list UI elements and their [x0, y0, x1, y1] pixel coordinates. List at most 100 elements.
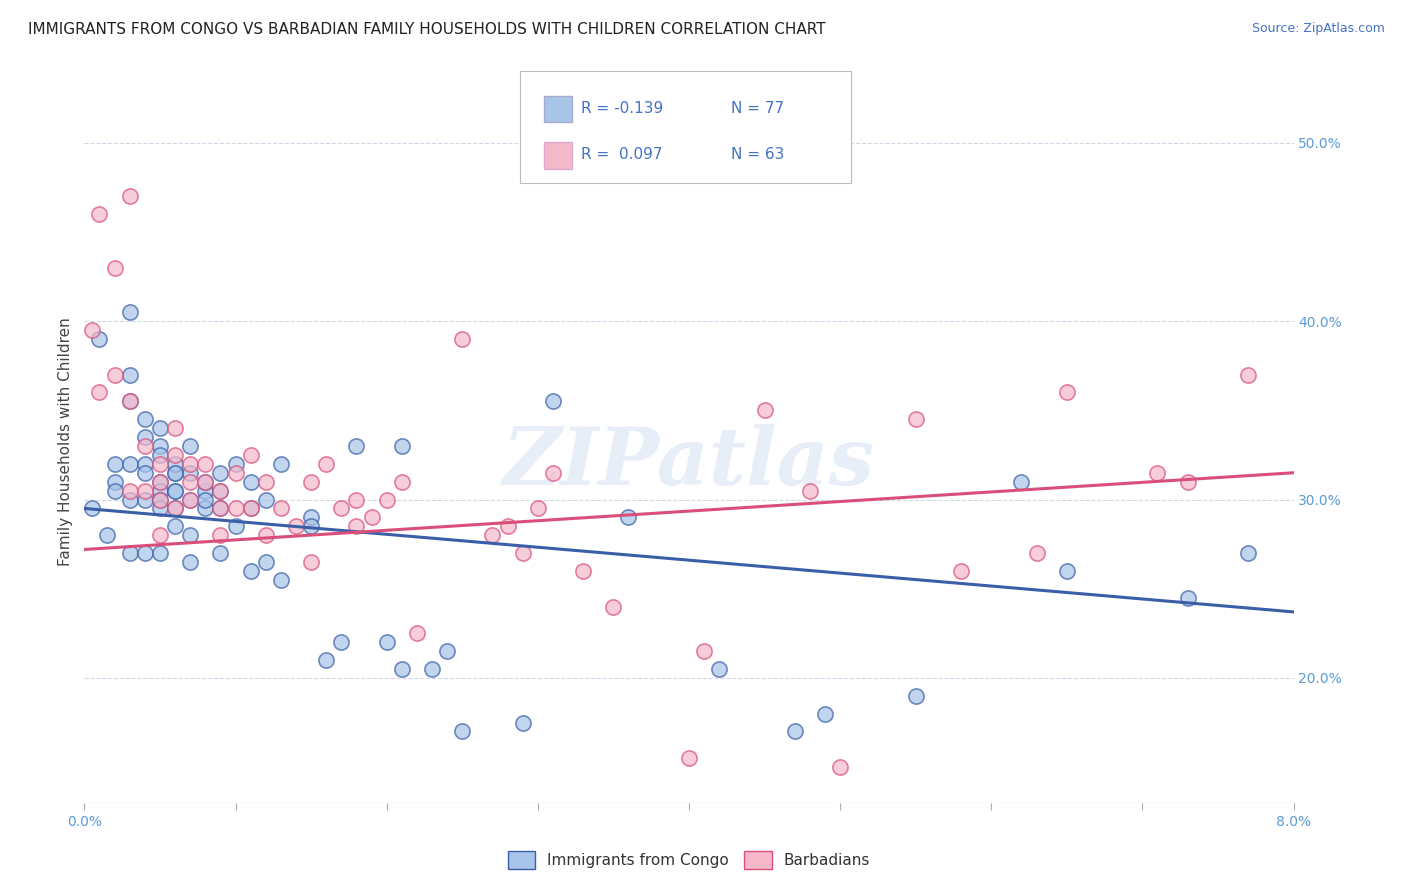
Point [134, 439, 156, 453]
Point [89, 332, 111, 346]
Point [209, 483, 232, 498]
Point [1056, 385, 1078, 400]
Point [149, 421, 172, 435]
Point [1177, 475, 1199, 489]
Point [179, 492, 201, 507]
Text: R = -0.139: R = -0.139 [581, 101, 662, 116]
Point [406, 626, 429, 640]
Point [209, 466, 232, 480]
Point [118, 189, 141, 203]
Point [1146, 466, 1168, 480]
Point [617, 510, 640, 524]
Point [1177, 591, 1199, 605]
Point [541, 466, 564, 480]
Point [149, 448, 172, 462]
Point [451, 724, 474, 739]
Point [436, 644, 458, 658]
Point [194, 501, 217, 516]
Point [299, 475, 322, 489]
Point [165, 519, 187, 533]
Point [134, 492, 156, 507]
Point [104, 457, 127, 471]
Point [149, 492, 172, 507]
Point [96, 528, 118, 542]
Point [814, 706, 837, 721]
Point [299, 510, 322, 524]
Point [375, 492, 398, 507]
Point [209, 483, 232, 498]
Point [118, 492, 141, 507]
Point [270, 501, 292, 516]
Point [118, 546, 141, 560]
Point [1237, 546, 1260, 560]
Point [904, 412, 927, 426]
Point [179, 466, 201, 480]
Point [481, 528, 503, 542]
Point [239, 448, 262, 462]
Point [179, 439, 201, 453]
Point [239, 501, 262, 516]
Point [165, 421, 187, 435]
Point [315, 457, 337, 471]
Point [134, 466, 156, 480]
Point [118, 305, 141, 319]
Point [572, 564, 595, 578]
Point [165, 483, 187, 498]
Point [496, 519, 519, 533]
Point [165, 466, 187, 480]
Point [239, 564, 262, 578]
Point [270, 457, 292, 471]
Point [118, 368, 141, 382]
Point [375, 635, 398, 649]
Point [194, 457, 217, 471]
Point [1056, 564, 1078, 578]
Point [346, 439, 368, 453]
Point [254, 528, 277, 542]
Point [754, 403, 776, 417]
Point [254, 492, 277, 507]
Point [209, 546, 232, 560]
Point [134, 546, 156, 560]
Point [149, 475, 172, 489]
Point [346, 492, 368, 507]
Point [149, 492, 172, 507]
Point [194, 483, 217, 498]
Point [104, 475, 127, 489]
Text: ZIPatlas: ZIPatlas [503, 425, 875, 502]
Point [80, 501, 103, 516]
Point [134, 412, 156, 426]
Point [118, 457, 141, 471]
Point [254, 475, 277, 489]
Point [299, 555, 322, 569]
Point [451, 332, 474, 346]
Point [391, 439, 413, 453]
Point [330, 501, 353, 516]
Point [104, 483, 127, 498]
Point [165, 457, 187, 471]
Point [179, 457, 201, 471]
Point [80, 323, 103, 337]
Point [225, 501, 247, 516]
Point [330, 635, 353, 649]
Text: IMMIGRANTS FROM CONGO VS BARBADIAN FAMILY HOUSEHOLDS WITH CHILDREN CORRELATION C: IMMIGRANTS FROM CONGO VS BARBADIAN FAMIL… [28, 22, 825, 37]
Point [165, 448, 187, 462]
Point [1025, 546, 1047, 560]
Point [254, 555, 277, 569]
Point [512, 715, 534, 730]
Text: N = 77: N = 77 [731, 101, 785, 116]
Point [89, 385, 111, 400]
Point [830, 760, 852, 774]
Point [194, 492, 217, 507]
Point [602, 599, 624, 614]
Point [104, 260, 127, 275]
Point [149, 528, 172, 542]
Point [391, 475, 413, 489]
Text: N = 63: N = 63 [731, 147, 785, 161]
Point [693, 644, 716, 658]
Point [149, 501, 172, 516]
Point [194, 475, 217, 489]
Text: R =  0.097: R = 0.097 [581, 147, 662, 161]
Point [299, 519, 322, 533]
Point [360, 510, 382, 524]
Point [678, 751, 700, 765]
